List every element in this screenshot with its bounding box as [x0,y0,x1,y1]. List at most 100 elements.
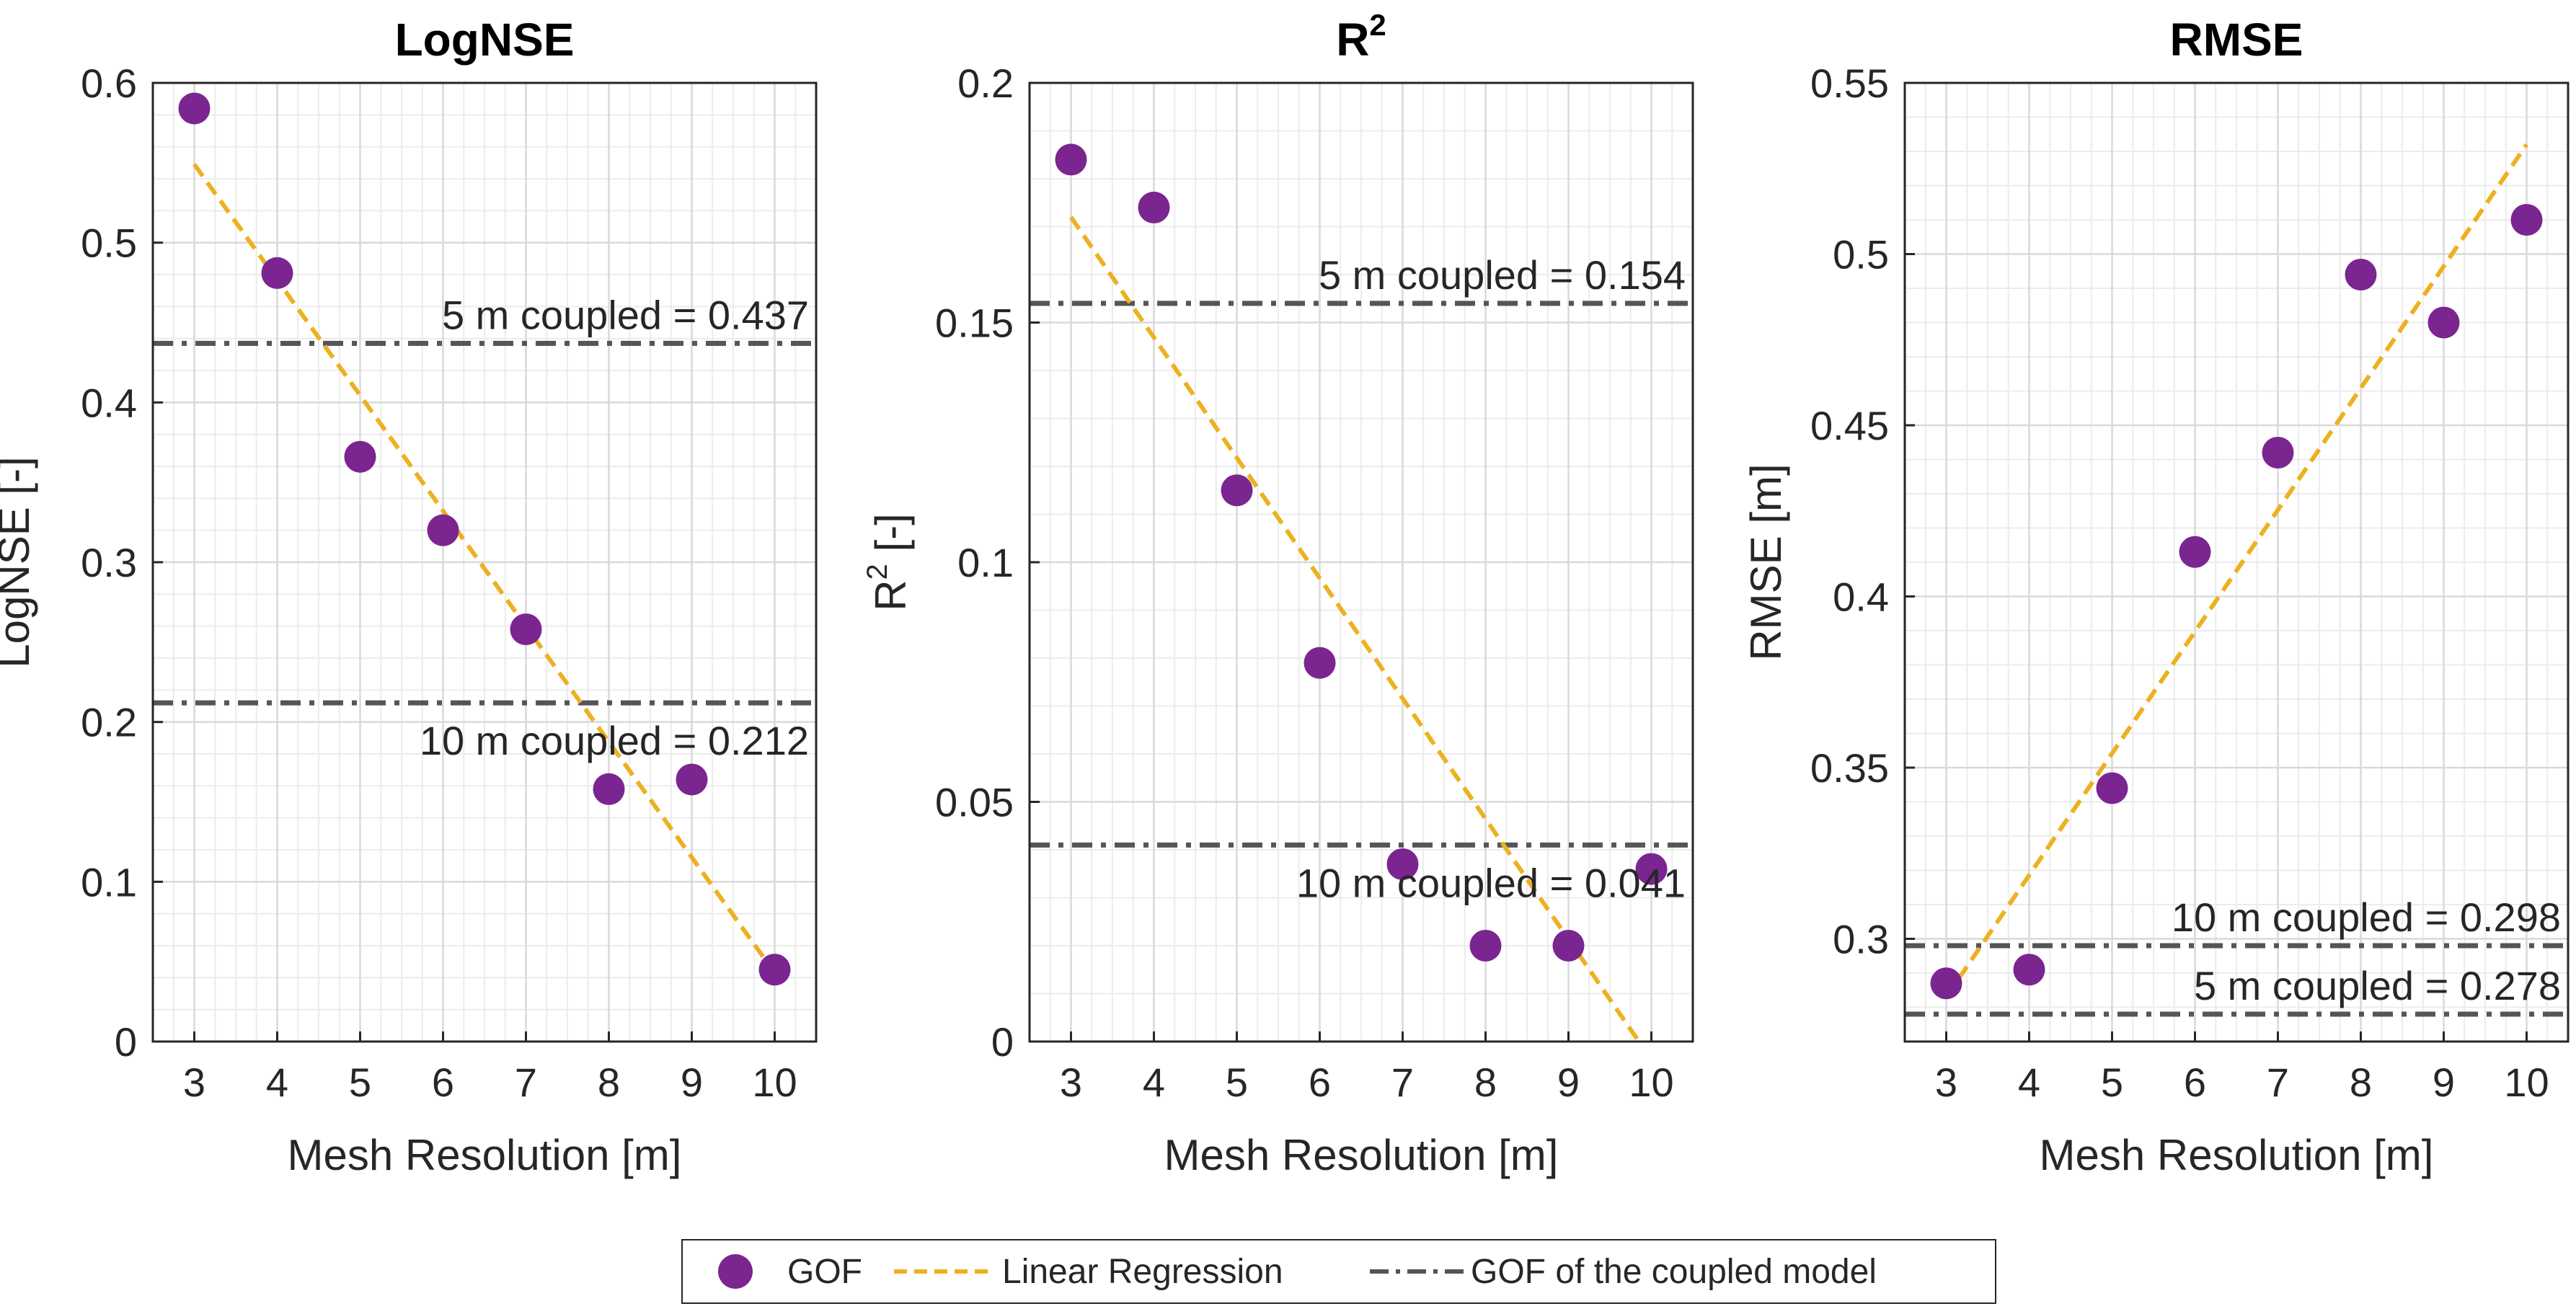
y-axis-label-text: RMSE [m] [1742,463,1790,660]
chart-title-text: R [1336,14,1369,66]
x-tick-label: 4 [2018,1060,2040,1105]
reference-label: 5 m coupled = 0.154 [1319,252,1686,298]
legend-label-regression: Linear Regression [1002,1253,1283,1291]
chart-panel-2: 5 m coupled = 0.154 10 m coupled = 0.041 0… [862,8,1694,1179]
x-tick-label: 3 [1060,1060,1082,1105]
chart-title-text: LogNSE [395,14,575,66]
y-tick-label: 0.2 [81,700,137,745]
data-point [758,954,791,986]
reference-label: 10 m coupled = 0.041 [1296,860,1686,905]
data-point [1469,930,1502,962]
data-point [178,92,211,125]
y-tick-label: 0.5 [81,221,137,266]
x-axis-label: Mesh Resolution [m] [1164,1131,1559,1179]
x-tick-label: 7 [515,1060,537,1105]
x-tick-label: 9 [1557,1060,1580,1105]
legend-marker-gof [718,1254,753,1289]
data-point [427,514,459,546]
y-tick-label: 0 [991,1019,1014,1065]
y-tick-label: 0.1 [957,540,1014,585]
chart-title: RMSE [2170,14,2303,66]
y-tick-label: 0.2 [957,61,1014,106]
x-tick-label: 7 [2267,1060,2289,1105]
y-tick-label: 0.35 [1810,745,1889,791]
reference-label: 5 m coupled = 0.437 [442,292,809,337]
data-point [261,257,293,289]
reference-label: 10 m coupled = 0.298 [2172,895,2561,940]
x-tick-label: 3 [1935,1060,1957,1105]
data-point [2427,306,2460,339]
chart-title-superscript: 2 [1369,8,1386,42]
y-tick-label: 0.45 [1810,403,1889,448]
y-axis-label-suffix: [-] [867,513,915,564]
data-point [1138,191,1170,223]
axes-box [1903,81,2570,1043]
x-tick-label: 10 [1629,1060,1673,1105]
x-tick-label: 7 [1391,1060,1414,1105]
x-tick-label: 8 [598,1060,620,1105]
x-tick-label: 6 [2184,1060,2206,1105]
y-tick-label: 0.5 [1833,232,1889,278]
x-tick-label: 10 [752,1060,797,1105]
x-tick-label: 8 [2350,1060,2372,1105]
x-axis-label: Mesh Resolution [m] [2040,1131,2434,1179]
y-axis-label-text: R [867,580,915,611]
data-point [2345,259,2377,290]
legend-label-gof: GOF [787,1253,862,1291]
legend-label-coupled: GOF of the coupled model [1471,1253,1877,1291]
chart-panel-3: 10 m coupled = 0.298 5 m coupled = 0.278 0… [1742,14,2570,1179]
x-tick-label: 10 [2504,1060,2549,1105]
regression-line [192,163,776,975]
legend: GOF Linear Regression GOF of the coupled… [681,1239,1996,1304]
chart-title: R2 [1336,8,1386,66]
chart-panel-1: 5 m coupled = 0.437 10 m coupled = 0.212 0… [0,14,818,1179]
x-tick-label: 4 [1143,1060,1165,1105]
y-tick-label: 0.3 [81,540,137,585]
regression-line [1944,143,2528,998]
y-axis-label: R2 [-] [862,513,915,611]
x-axis-label: Mesh Resolution [m] [288,1131,682,1179]
x-tick-label: 3 [183,1060,205,1105]
data-point [510,613,542,646]
y-axis-label-superscript: 2 [862,564,893,580]
data-point [1386,848,1419,880]
data-point [593,773,625,805]
data-point [1055,143,1087,176]
data-point [1930,967,1962,1000]
x-tick-label: 5 [349,1060,371,1105]
x-tick-label: 8 [1474,1060,1497,1105]
data-point [2096,772,2128,804]
y-tick-label: 0.6 [81,61,137,106]
data-point [2262,437,2294,469]
x-tick-label: 5 [2101,1060,2123,1105]
y-tick-label: 0.15 [935,301,1014,346]
y-tick-label: 0.55 [1810,61,1889,106]
x-tick-label: 6 [432,1060,454,1105]
data-point [2013,954,2045,986]
y-axis-label: LogNSE [-] [0,456,38,667]
data-point [1635,853,1668,885]
y-axis-label-text: LogNSE [-] [0,456,38,667]
chart-title-text: RMSE [2170,14,2303,66]
x-tick-label: 6 [1309,1060,1331,1105]
reference-label: 5 m coupled = 0.278 [2194,963,2561,1008]
y-tick-label: 0.4 [81,380,137,425]
y-axis-label: RMSE [m] [1742,463,1790,660]
chart-panels: 5 m coupled = 0.437 10 m coupled = 0.212 0… [0,8,2570,1179]
x-tick-label: 4 [266,1060,288,1105]
data-point [676,763,708,796]
chart-title: LogNSE [395,14,575,66]
regression-line [1069,216,1641,1042]
data-point [1221,474,1253,507]
x-tick-label: 9 [681,1060,703,1105]
data-point [344,440,376,473]
data-point [1552,930,1585,962]
x-tick-label: 9 [2433,1060,2455,1105]
data-point [1304,647,1336,679]
x-tick-label: 5 [1226,1060,1248,1105]
y-tick-label: 0.4 [1833,574,1889,620]
reference-label: 10 m coupled = 0.212 [420,718,809,763]
y-tick-label: 0.05 [935,780,1014,825]
y-tick-label: 0 [115,1019,137,1065]
